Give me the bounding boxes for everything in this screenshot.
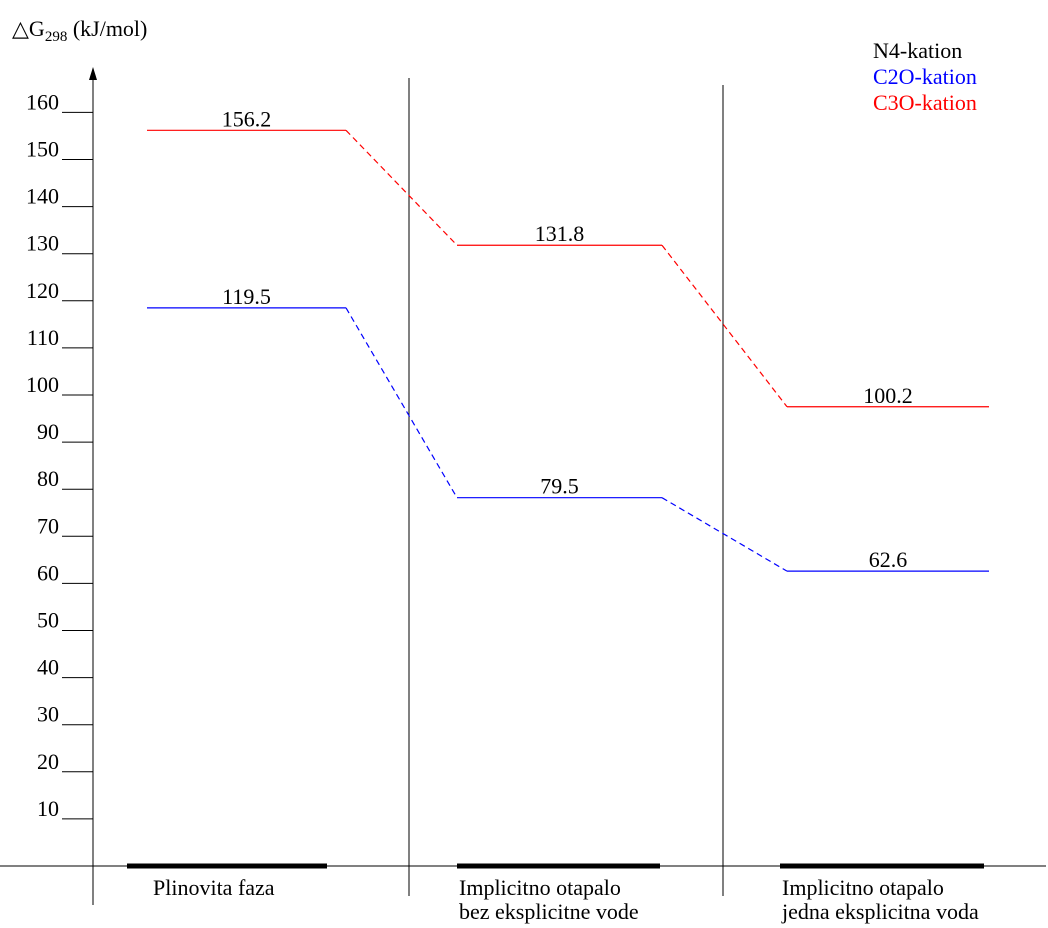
level-value-label: 100.2 bbox=[863, 383, 913, 408]
level-value-label: 131.8 bbox=[535, 221, 585, 246]
y-tick-label: 40 bbox=[37, 655, 59, 680]
category-label: bez eksplicitne vode bbox=[459, 899, 639, 924]
category-label: Implicitno otapalo bbox=[782, 875, 944, 900]
legend-entry: C3O-kation bbox=[873, 90, 977, 115]
level-value-label: 62.6 bbox=[869, 547, 908, 572]
legend-entry: C2O-kation bbox=[873, 64, 977, 89]
level-value-label: 156.2 bbox=[222, 106, 272, 131]
y-tick-label: 110 bbox=[27, 325, 59, 350]
y-tick-label: 30 bbox=[37, 702, 59, 727]
y-tick-label: 100 bbox=[26, 372, 59, 397]
y-axis-subscript: 298 bbox=[45, 29, 68, 45]
connector-line bbox=[661, 244, 788, 408]
y-ticks: 10 20 30 40 50 60 70 80 90 100 110 120 130 140 150 160 bbox=[26, 89, 93, 821]
y-tick-label: 120 bbox=[26, 278, 59, 303]
connector-line bbox=[345, 129, 458, 246]
level-value-label: 79.5 bbox=[540, 474, 579, 499]
y-axis-arrowhead bbox=[89, 67, 97, 80]
y-tick-label: 50 bbox=[37, 608, 59, 633]
y-axis-symbol: △G bbox=[12, 16, 45, 41]
y-axis-unit: (kJ/mol) bbox=[67, 16, 147, 41]
connector-line bbox=[345, 307, 458, 498]
y-tick-label: 160 bbox=[26, 89, 59, 114]
level-value-label: 119.5 bbox=[222, 284, 271, 309]
y-tick-label: 60 bbox=[37, 560, 59, 585]
y-axis-title: △G298 (kJ/mol) bbox=[12, 16, 147, 45]
y-tick-label: 10 bbox=[37, 796, 59, 821]
y-tick-label: 70 bbox=[37, 513, 59, 538]
series-group: 156.2 131.8 100.2 119.5 79.5 62.6 bbox=[147, 106, 989, 572]
legend-entry: N4-kation bbox=[873, 38, 962, 63]
connector-line bbox=[661, 497, 788, 572]
column-dividers bbox=[408, 78, 724, 896]
category-label: Plinovita faza bbox=[153, 875, 275, 900]
axes bbox=[0, 67, 1046, 905]
y-tick-label: 20 bbox=[37, 749, 59, 774]
y-tick-label: 150 bbox=[26, 137, 59, 162]
y-tick-label: 80 bbox=[37, 466, 59, 491]
y-tick-label: 140 bbox=[26, 184, 59, 209]
category-label: jedna eksplicitna voda bbox=[781, 899, 979, 924]
y-tick-label: 130 bbox=[26, 231, 59, 256]
y-tick-label: 90 bbox=[37, 419, 59, 444]
category-label: Implicitno otapalo bbox=[459, 875, 621, 900]
